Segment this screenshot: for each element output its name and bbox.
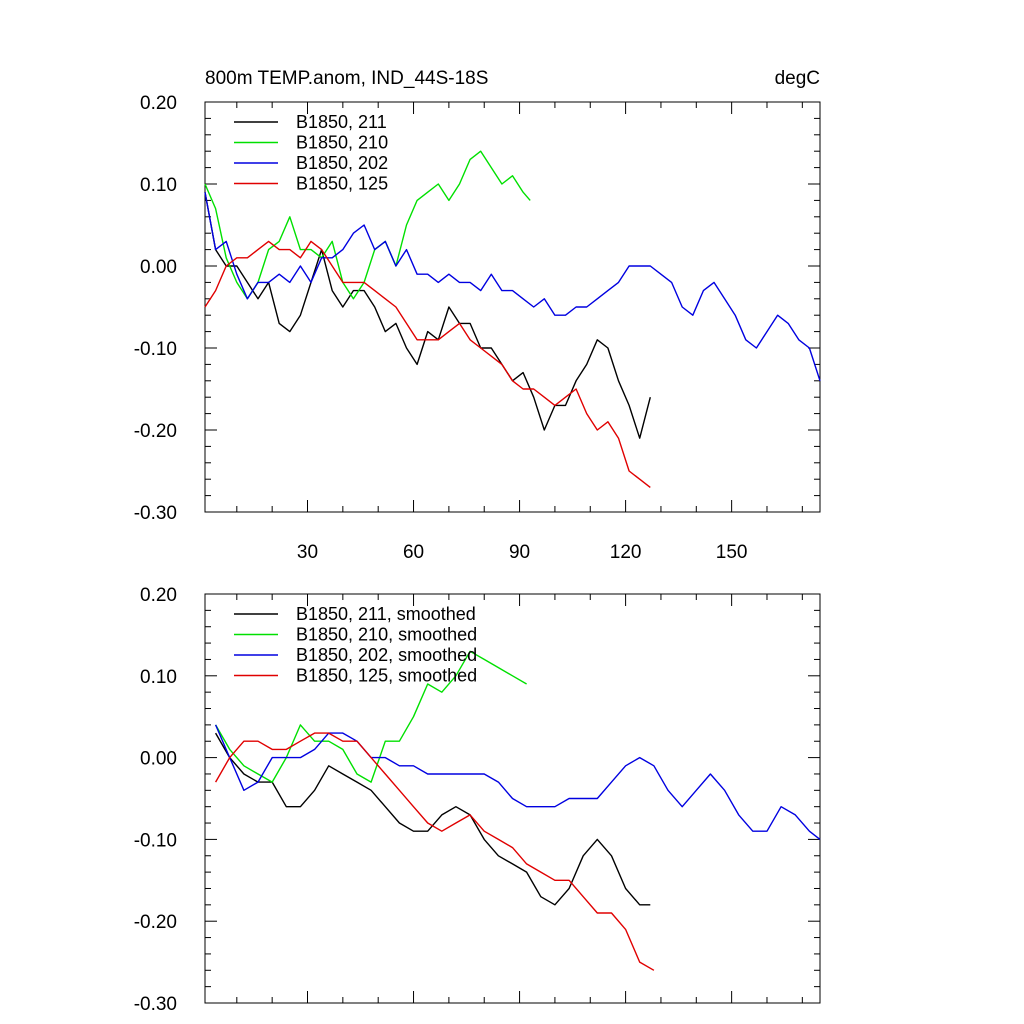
- y-tick-label: -0.30: [134, 503, 177, 524]
- units-label: degC: [775, 68, 820, 89]
- top-panel: 800m TEMP.anom, IND_44S-18S degC 30 60 90 1…: [134, 68, 821, 563]
- x-tick-label: 30: [297, 542, 318, 563]
- chart-title: 800m TEMP.anom, IND_44S-18S: [205, 68, 488, 89]
- plot-frame: [204, 593, 821, 1004]
- y-tick-label: 0.00: [140, 257, 177, 278]
- series-line-1: [214, 732, 651, 906]
- y-tick-label: 0.10: [140, 175, 177, 196]
- legend-label: B1850, 125: [296, 174, 388, 194]
- legend-label: B1850, 210, smoothed: [296, 625, 477, 645]
- y-tick-label: -0.10: [134, 830, 177, 851]
- y-tick-label: -0.20: [134, 912, 177, 933]
- series-line-3: [204, 192, 821, 382]
- legend-label: B1850, 211, smoothed: [296, 604, 476, 624]
- y-tick-label: -0.20: [134, 421, 177, 442]
- x-tick-label: 150: [716, 542, 748, 563]
- series-line-4: [204, 240, 651, 488]
- series-line-4: [214, 732, 655, 971]
- series-line-2: [214, 650, 527, 783]
- series-line-3: [214, 724, 821, 840]
- series-line-1: [204, 192, 651, 439]
- x-tick-label: 60: [403, 542, 424, 563]
- y-tick-label: -0.10: [134, 339, 177, 360]
- legend-label: B1850, 202: [296, 153, 388, 173]
- y-tick-label: 0.20: [140, 585, 177, 606]
- legend-label: B1850, 211: [296, 112, 387, 132]
- legend-label: B1850, 210: [296, 133, 388, 153]
- legend-label: B1850, 202, smoothed: [296, 645, 477, 665]
- x-tick-label: 120: [610, 542, 642, 563]
- bottom-panel: 0.20 0.10 0.00 -0.10 -0.20 -0.30 B1850, 211, s…: [134, 585, 821, 1015]
- y-tick-label: -0.30: [134, 994, 177, 1015]
- x-tick-label: 90: [509, 542, 530, 563]
- y-tick-label: 0.00: [140, 749, 177, 770]
- y-tick-label: 0.10: [140, 667, 177, 688]
- series-line-2: [204, 150, 531, 300]
- legend-label: B1850, 125, smoothed: [296, 666, 477, 686]
- y-tick-label: 0.20: [140, 93, 177, 114]
